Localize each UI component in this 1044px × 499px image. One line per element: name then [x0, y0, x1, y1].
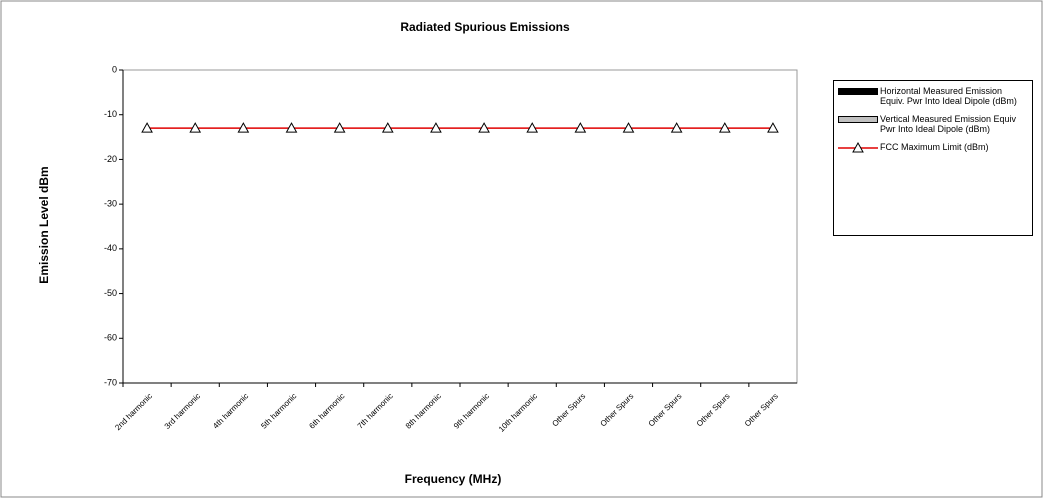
legend: Horizontal Measured Emission Equiv. Pwr … — [833, 80, 1033, 236]
legend-swatch — [838, 141, 878, 154]
x-tick-label: 7th harmonic — [356, 392, 395, 431]
limit-marker — [285, 122, 298, 133]
y-tick-label: -20 — [104, 154, 117, 164]
y-tick-label: -70 — [104, 377, 117, 387]
limit-marker — [670, 122, 683, 133]
chart-title: Radiated Spurious Emissions — [400, 20, 570, 34]
x-axis-title: Frequency (MHz) — [405, 472, 502, 486]
x-tick-label: 6th harmonic — [307, 392, 346, 431]
legend-label: FCC Maximum Limit (dBm) — [880, 142, 989, 152]
y-tick-label: -60 — [104, 333, 117, 343]
y-tick-label: -50 — [104, 288, 117, 298]
x-tick-label: 5th harmonic — [259, 392, 298, 431]
legend-swatch — [838, 116, 878, 123]
limit-marker — [141, 122, 153, 133]
y-tick-label: -40 — [104, 243, 117, 253]
y-axis-title: Emission Level dBm — [37, 166, 51, 283]
limit-marker — [526, 122, 539, 133]
x-tick-label: Other Spurs — [695, 392, 732, 429]
y-tick-label: -30 — [104, 199, 117, 209]
limit-marker — [718, 122, 731, 133]
legend-label: Vertical Measured Emission Equiv Pwr Int… — [880, 114, 1017, 134]
legend-item: Horizontal Measured Emission Equiv. Pwr … — [838, 86, 1028, 106]
x-tick-label: 9th harmonic — [452, 392, 491, 431]
x-tick-label: 10th harmonic — [497, 392, 539, 434]
limit-marker — [237, 122, 250, 133]
x-tick-label: 4th harmonic — [211, 392, 250, 431]
plot-area — [122, 69, 798, 384]
legend-label: Horizontal Measured Emission Equiv. Pwr … — [880, 86, 1017, 106]
x-tick-label: Other Spurs — [647, 392, 684, 429]
legend-swatch — [838, 88, 878, 95]
legend-item: Vertical Measured Emission Equiv Pwr Int… — [838, 114, 1028, 134]
x-tick-label: Other Spurs — [599, 392, 636, 429]
x-tick-label: 3rd harmonic — [163, 392, 202, 431]
y-tick-label: 0 — [112, 64, 117, 74]
legend-item: FCC Maximum Limit (dBm) — [838, 141, 1028, 154]
limit-marker — [574, 122, 587, 133]
limit-marker — [622, 122, 635, 133]
y-tick-label: -10 — [104, 109, 117, 119]
limit-marker — [381, 122, 394, 133]
x-tick-label: 2nd harmonic — [113, 392, 154, 433]
limit-marker — [478, 122, 490, 133]
x-tick-label: Other Spurs — [550, 392, 587, 429]
x-tick-label: 8th harmonic — [404, 392, 443, 431]
limit-marker — [189, 122, 202, 133]
limit-marker — [430, 122, 442, 133]
x-tick-label: Other Spurs — [743, 392, 780, 429]
limit-marker — [767, 122, 779, 133]
limit-marker — [333, 122, 346, 133]
